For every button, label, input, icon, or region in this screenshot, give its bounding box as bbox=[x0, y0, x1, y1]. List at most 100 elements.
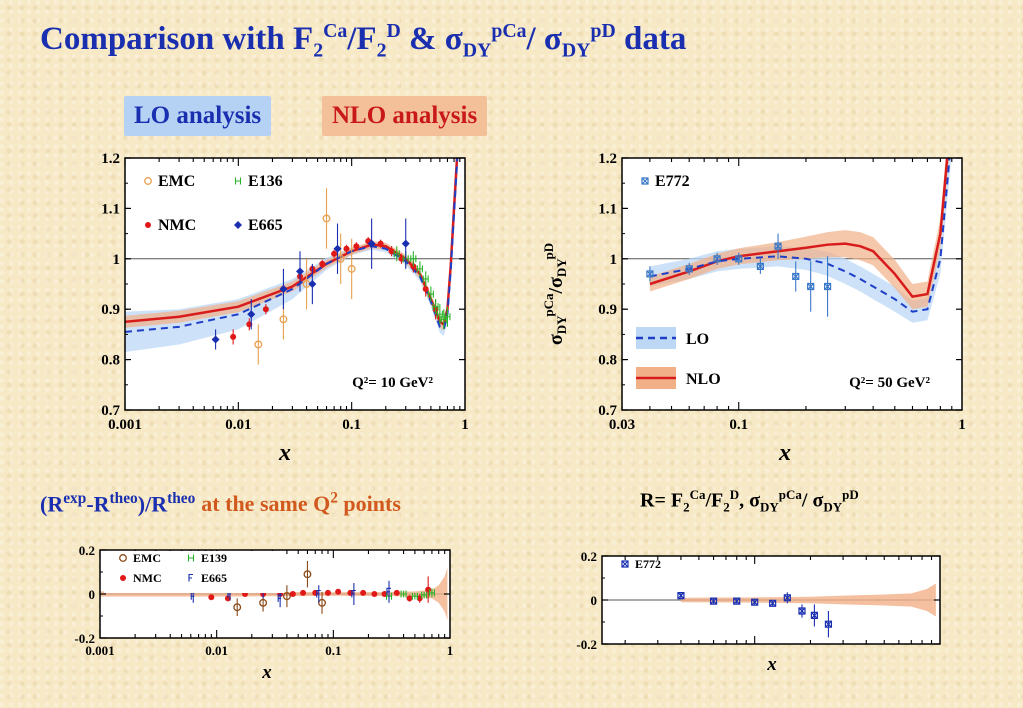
legend-label: E665 bbox=[248, 217, 283, 234]
point-emc_brown bbox=[259, 598, 268, 607]
y-tick-label: 1 bbox=[610, 252, 618, 268]
point-emc_brown bbox=[233, 603, 242, 612]
y-axis-label: σDYpCa/σDYpD bbox=[541, 243, 569, 345]
y-tick-label: 0.2 bbox=[79, 543, 95, 558]
legend-marker-emc bbox=[144, 177, 152, 185]
y-tick-label: 0.2 bbox=[581, 549, 597, 564]
band-nlo bbox=[125, 158, 459, 331]
plot-layer bbox=[602, 583, 940, 638]
point-e665 bbox=[367, 239, 376, 248]
y-tick-label: 1.2 bbox=[101, 151, 120, 167]
point-e136 bbox=[428, 589, 435, 597]
y-label-part: DY bbox=[554, 315, 569, 334]
point-e136 bbox=[400, 590, 407, 598]
legend-label: E136 bbox=[248, 173, 283, 190]
y-tick-label: 1 bbox=[113, 252, 121, 268]
x-tick-label: 1 bbox=[958, 417, 966, 433]
point-emc bbox=[322, 214, 331, 223]
band-nlo bbox=[100, 567, 448, 621]
point-e665 bbox=[733, 597, 741, 605]
legend-label: E772 bbox=[655, 173, 690, 190]
x-tick-label: 1 bbox=[461, 417, 469, 433]
point-nmc bbox=[406, 595, 413, 602]
x-tick-label: 0.01 bbox=[205, 643, 228, 658]
y-label-part: pCa bbox=[541, 293, 556, 317]
point-e665 bbox=[810, 611, 818, 619]
point-e665 bbox=[824, 620, 833, 628]
point-e772 bbox=[823, 282, 832, 291]
point-e665 bbox=[279, 285, 288, 294]
point-e136 bbox=[421, 591, 428, 599]
point-nmc bbox=[388, 248, 395, 255]
legend-label: NMC bbox=[133, 571, 162, 585]
point-e665 bbox=[316, 589, 321, 598]
point-nmc bbox=[230, 333, 237, 340]
x-axis-label: x bbox=[278, 440, 291, 466]
point-nmc bbox=[335, 588, 342, 595]
plot-layer bbox=[622, 158, 962, 323]
legend-marker-emc_brown bbox=[119, 554, 127, 562]
chart-residual-dy: -0.2 0 0.2 x E772 bbox=[576, 549, 941, 675]
y-tick-label: -0.2 bbox=[576, 637, 597, 652]
point-e136 bbox=[393, 250, 400, 258]
point-e665 bbox=[751, 598, 759, 606]
legend-label: E772 bbox=[635, 557, 661, 571]
point-e665 bbox=[308, 280, 317, 288]
point-emc bbox=[279, 315, 288, 324]
y-tick-label: 1.1 bbox=[101, 201, 120, 217]
ratio-definition: R= F2Ca/F2D, σDYpCa/ σDYpD bbox=[640, 487, 859, 515]
y-tick-label: 0.7 bbox=[101, 403, 120, 419]
x-tick-label: 0.03 bbox=[609, 417, 635, 433]
point-nmc bbox=[262, 306, 269, 313]
point-e772 bbox=[646, 270, 654, 278]
point-nmc bbox=[377, 240, 384, 247]
legend-band-lo bbox=[636, 327, 676, 349]
point-e665 bbox=[351, 589, 356, 598]
y-tick-label: 0.8 bbox=[101, 353, 120, 369]
residual-caption: (Rexp-Rtheo)/Rtheo at the same Q2 points bbox=[40, 490, 401, 517]
point-e665 bbox=[333, 244, 342, 253]
plot-layer bbox=[100, 561, 450, 621]
y-label-part: /σ bbox=[545, 277, 567, 295]
plot-layer bbox=[125, 158, 465, 365]
point-nmc bbox=[360, 589, 367, 596]
point-e665 bbox=[783, 594, 791, 602]
y-tick-label: 0.9 bbox=[101, 302, 120, 318]
point-e136 bbox=[410, 255, 417, 263]
x-tick-label: 0.1 bbox=[342, 417, 361, 433]
point-nmc bbox=[422, 286, 429, 293]
point-e665 bbox=[677, 592, 685, 600]
y-label-part: pD bbox=[541, 243, 556, 260]
band-nlo bbox=[680, 583, 936, 617]
page-title: Comparison with F2Ca/F2D & σDYpCa/ σDYpD… bbox=[40, 20, 687, 62]
y-tick-label: 0.9 bbox=[598, 302, 617, 318]
legend-marker-nmc bbox=[120, 575, 126, 581]
point-e665 bbox=[798, 607, 806, 615]
point-e772 bbox=[735, 255, 743, 263]
legend-label: EMC bbox=[133, 551, 161, 565]
legend-marker-nmc bbox=[145, 222, 151, 228]
y-tick-label: 1.2 bbox=[598, 151, 617, 167]
point-nmc bbox=[343, 245, 350, 252]
point-e665 bbox=[386, 587, 391, 596]
point-e136 bbox=[427, 290, 434, 298]
point-e665 bbox=[277, 594, 283, 602]
point-e772 bbox=[713, 255, 721, 263]
point-nmc bbox=[300, 589, 307, 596]
legend-label: NLO bbox=[686, 371, 721, 388]
point-e772 bbox=[685, 265, 693, 273]
nlo-analysis-label: NLO analysis bbox=[322, 96, 488, 136]
legend-label: NMC bbox=[158, 217, 196, 234]
point-nmc bbox=[324, 589, 331, 596]
y-label-part: σ bbox=[545, 334, 567, 345]
point-e772 bbox=[756, 262, 764, 270]
y-tick-label: 0.8 bbox=[598, 353, 617, 369]
x-tick-label: 0.1 bbox=[729, 417, 748, 433]
point-emc bbox=[254, 340, 263, 349]
y-tick-label: 0.7 bbox=[598, 403, 617, 419]
point-e665 bbox=[769, 599, 777, 607]
x-tick-label: 0.1 bbox=[325, 643, 341, 658]
point-nmc bbox=[331, 250, 338, 257]
point-e665 bbox=[211, 335, 220, 344]
legend-label: LO bbox=[686, 331, 709, 348]
